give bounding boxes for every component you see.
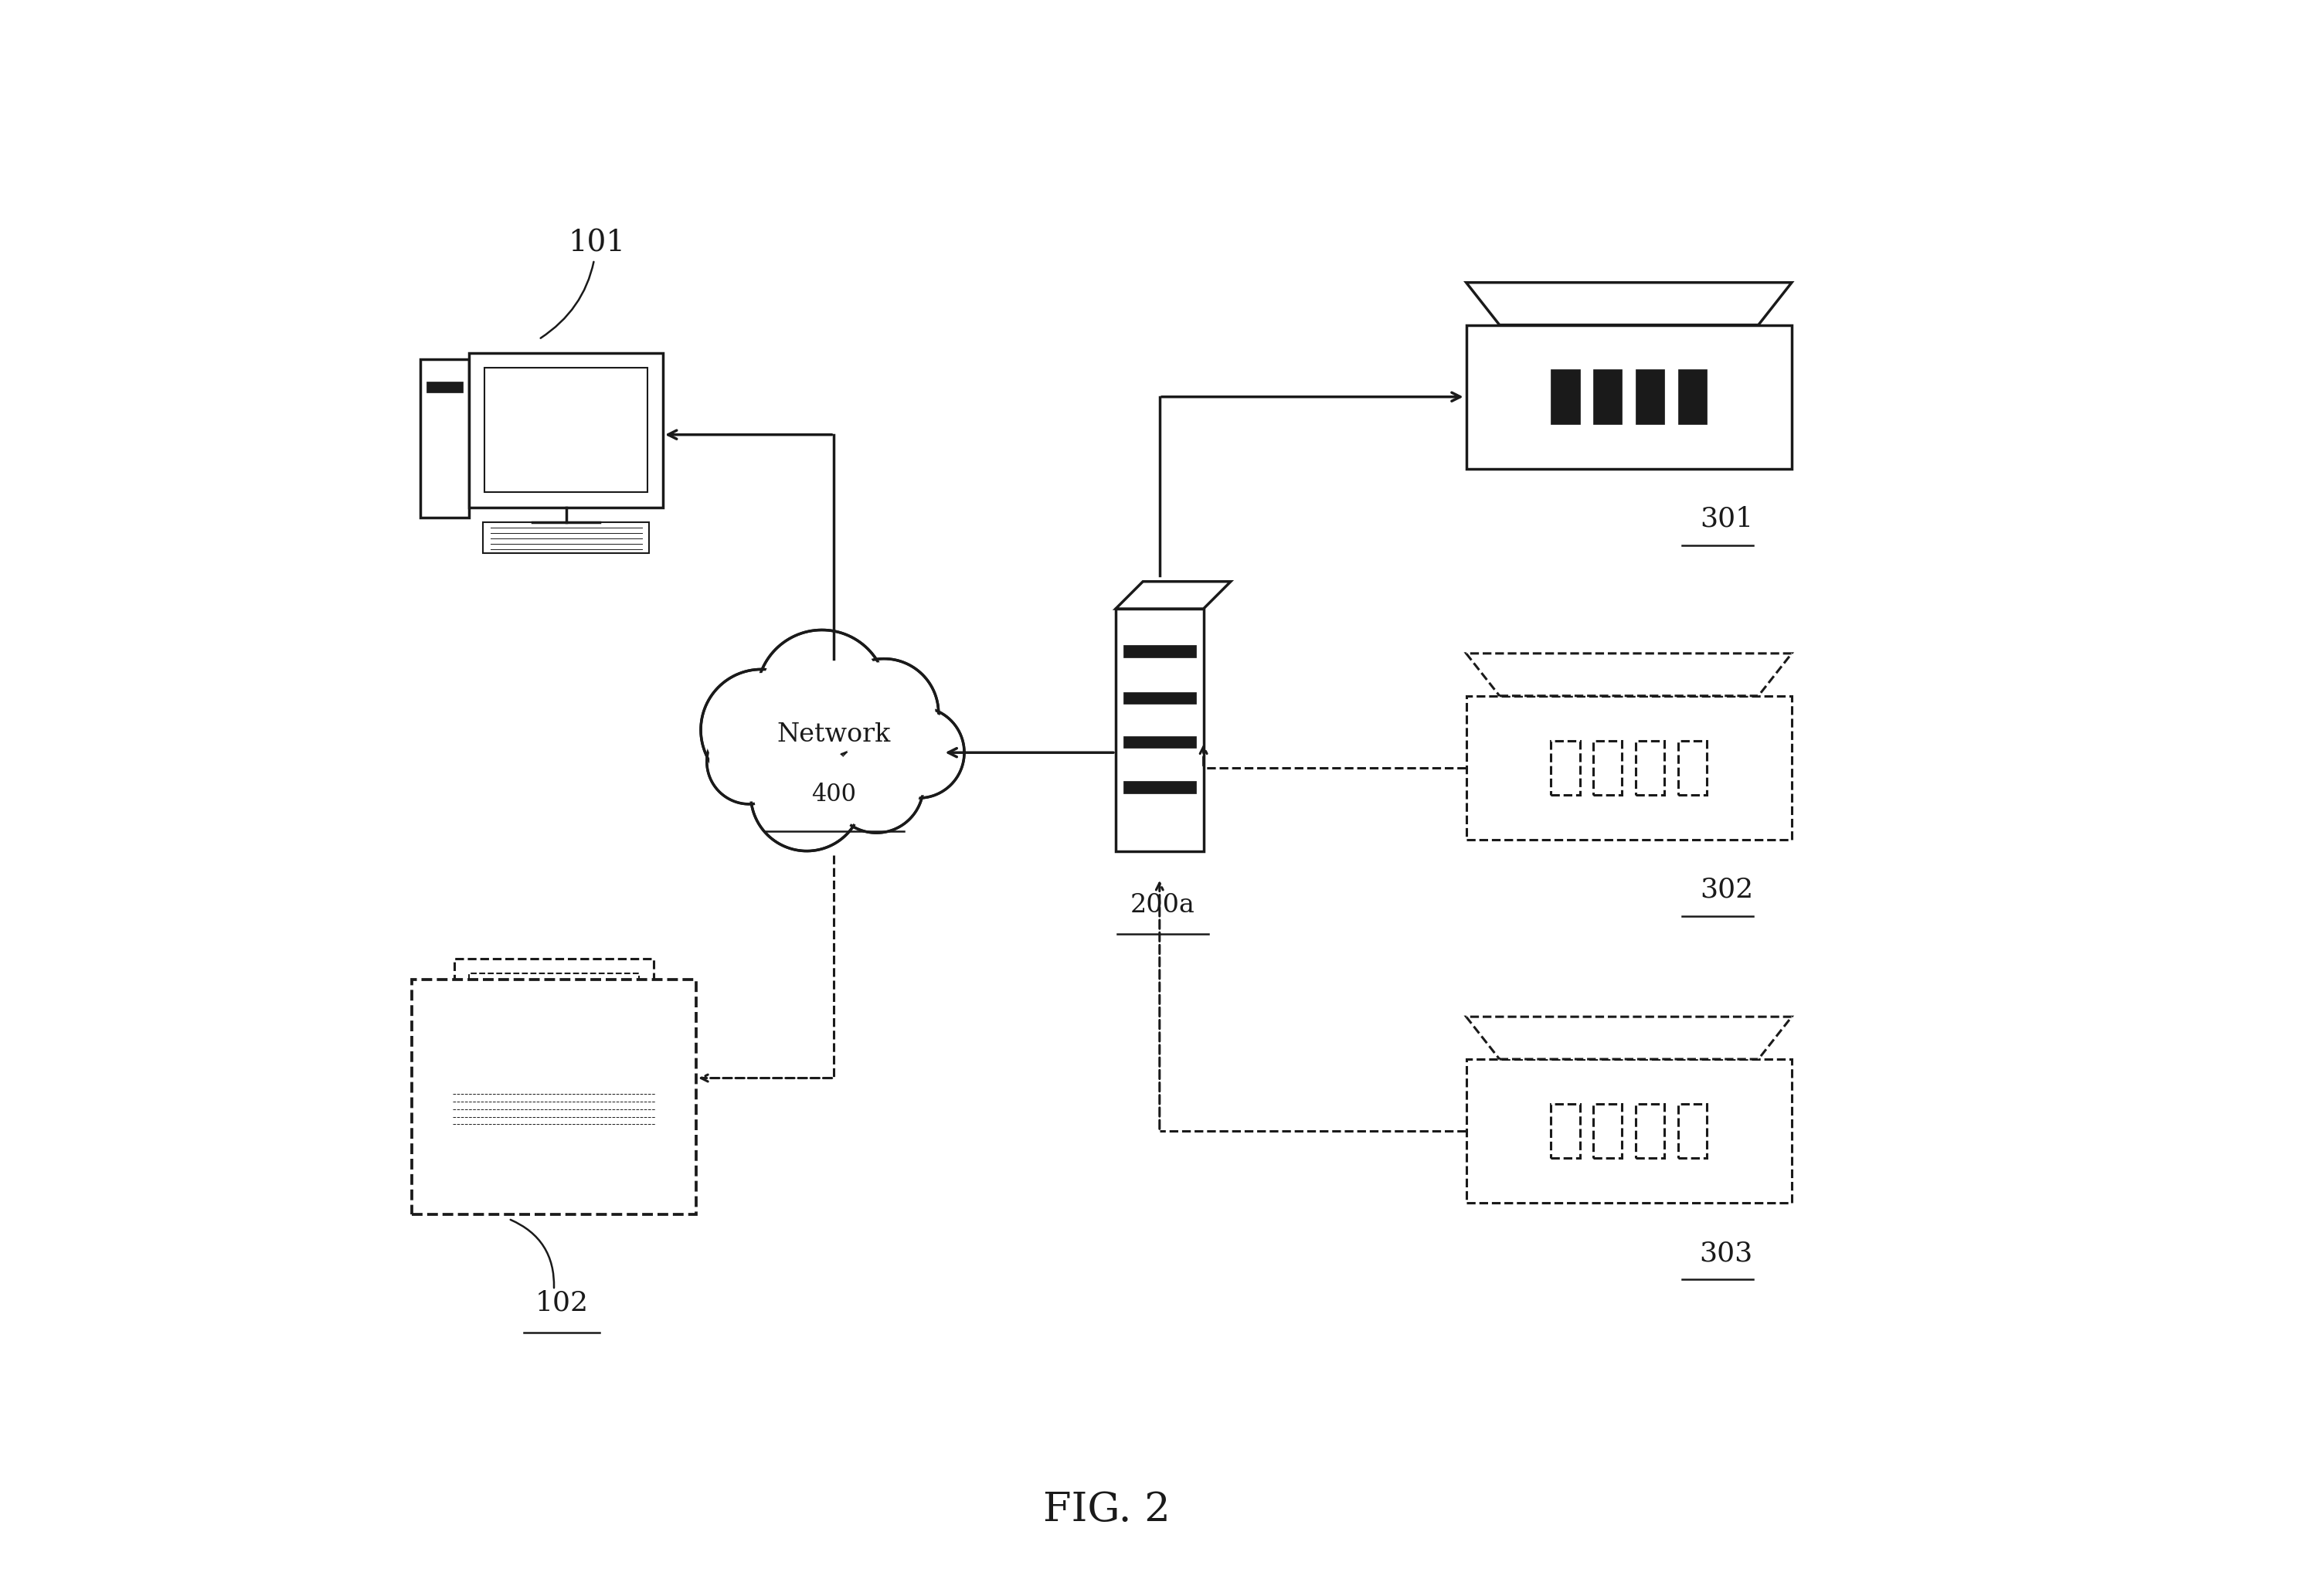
Polygon shape <box>1124 736 1196 749</box>
Polygon shape <box>1124 782 1196 793</box>
Circle shape <box>700 669 823 792</box>
Circle shape <box>832 741 922 832</box>
Text: 400: 400 <box>811 784 857 808</box>
Circle shape <box>753 742 859 847</box>
Text: Network: Network <box>776 721 892 747</box>
Circle shape <box>876 709 963 796</box>
Circle shape <box>705 718 793 804</box>
Polygon shape <box>1465 653 1793 696</box>
Circle shape <box>705 674 818 787</box>
Circle shape <box>703 672 820 788</box>
Circle shape <box>707 720 790 803</box>
Polygon shape <box>422 359 470 519</box>
Circle shape <box>760 634 882 757</box>
Polygon shape <box>1465 696 1793 839</box>
Polygon shape <box>1124 645 1196 658</box>
Polygon shape <box>1551 370 1581 425</box>
Polygon shape <box>1677 370 1707 425</box>
Text: 101: 101 <box>541 228 624 338</box>
Circle shape <box>832 661 938 766</box>
Polygon shape <box>426 381 463 393</box>
Polygon shape <box>1465 282 1793 326</box>
Polygon shape <box>1465 326 1793 469</box>
Polygon shape <box>1594 370 1622 425</box>
Polygon shape <box>1115 608 1203 851</box>
Polygon shape <box>1636 370 1663 425</box>
Polygon shape <box>412 980 696 1215</box>
Circle shape <box>756 629 889 761</box>
Polygon shape <box>440 1082 668 1128</box>
Polygon shape <box>1465 1060 1793 1203</box>
Circle shape <box>829 737 924 833</box>
Circle shape <box>832 742 922 830</box>
Polygon shape <box>1124 693 1196 704</box>
Circle shape <box>758 632 885 758</box>
Text: 302: 302 <box>1700 876 1753 903</box>
Circle shape <box>873 707 965 800</box>
Polygon shape <box>1465 1017 1793 1060</box>
Circle shape <box>710 721 788 801</box>
Text: 102: 102 <box>535 1290 588 1317</box>
Text: 303: 303 <box>1700 1240 1753 1266</box>
Polygon shape <box>1115 581 1230 608</box>
Text: 200a: 200a <box>1131 894 1196 918</box>
Circle shape <box>832 662 935 764</box>
Circle shape <box>876 710 961 795</box>
Text: 301: 301 <box>1700 506 1753 531</box>
Circle shape <box>829 658 940 769</box>
Text: FIG. 2: FIG. 2 <box>1044 1489 1170 1529</box>
Polygon shape <box>454 959 654 1082</box>
Polygon shape <box>470 353 664 508</box>
Circle shape <box>753 741 862 849</box>
Circle shape <box>749 737 864 852</box>
